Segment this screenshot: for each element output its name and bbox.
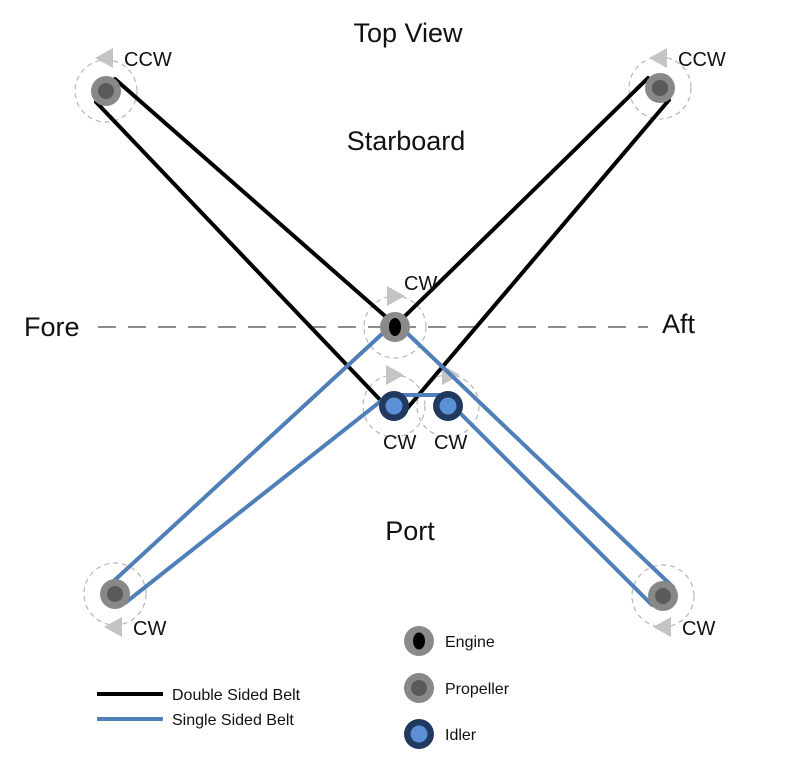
legend-single-belt-label: Single Sided Belt [172,712,294,729]
cw-arrow-icon [104,617,122,637]
legend-idler-label: Idler [445,727,477,744]
legend-propeller-label: Propeller [445,681,510,698]
legend-pulleys: Engine Propeller Idler [404,626,510,749]
idler-left [379,391,409,421]
rotation-label-prop-top-right: CCW [678,49,726,71]
single-belt-segment [123,395,388,605]
aft-label: Aft [662,309,696,339]
idler-right [433,391,463,421]
single-belt-segment [457,410,654,607]
double-belt-segment [113,77,387,318]
rotation-label-prop-bottom-left: CW [133,618,166,640]
cw-arrow-icon [653,617,671,637]
propeller-top-right [645,73,675,103]
rotation-label-prop-top-left: CCW [124,49,172,71]
single-belt-segment [406,332,675,589]
engine-pulley [380,312,410,342]
port-label: Port [385,516,435,546]
propeller-top-left [91,76,121,106]
fore-label: Fore [24,312,80,342]
single-sided-belts [102,332,675,607]
single-belt-segment [102,332,384,592]
diagram-title: Top View [353,18,463,48]
rotation-label-idler-right: CW [434,432,467,454]
double-belt-segment [403,98,671,413]
double-sided-belts [94,76,671,413]
legend-double-belt-label: Double Sided Belt [172,687,301,704]
starboard-label: Starboard [347,126,466,156]
ccw-arrow-icon [95,48,113,68]
double-belt-segment [94,100,387,407]
cw-arrow-icon [386,365,404,385]
propeller-bottom-right [648,581,678,611]
propeller-bottom-left [100,579,130,609]
legend-belts: Double Sided Belt Single Sided Belt [97,687,301,729]
legend-engine-label: Engine [445,634,495,651]
rotation-label-idler-left: CW [383,432,416,454]
ccw-arrow-icon [649,48,667,68]
double-belt-segment [403,76,650,318]
rotation-label-prop-bottom-right: CW [682,618,715,640]
rotation-label-engine: CW [404,273,437,295]
cw-arrow-icon [387,286,405,306]
